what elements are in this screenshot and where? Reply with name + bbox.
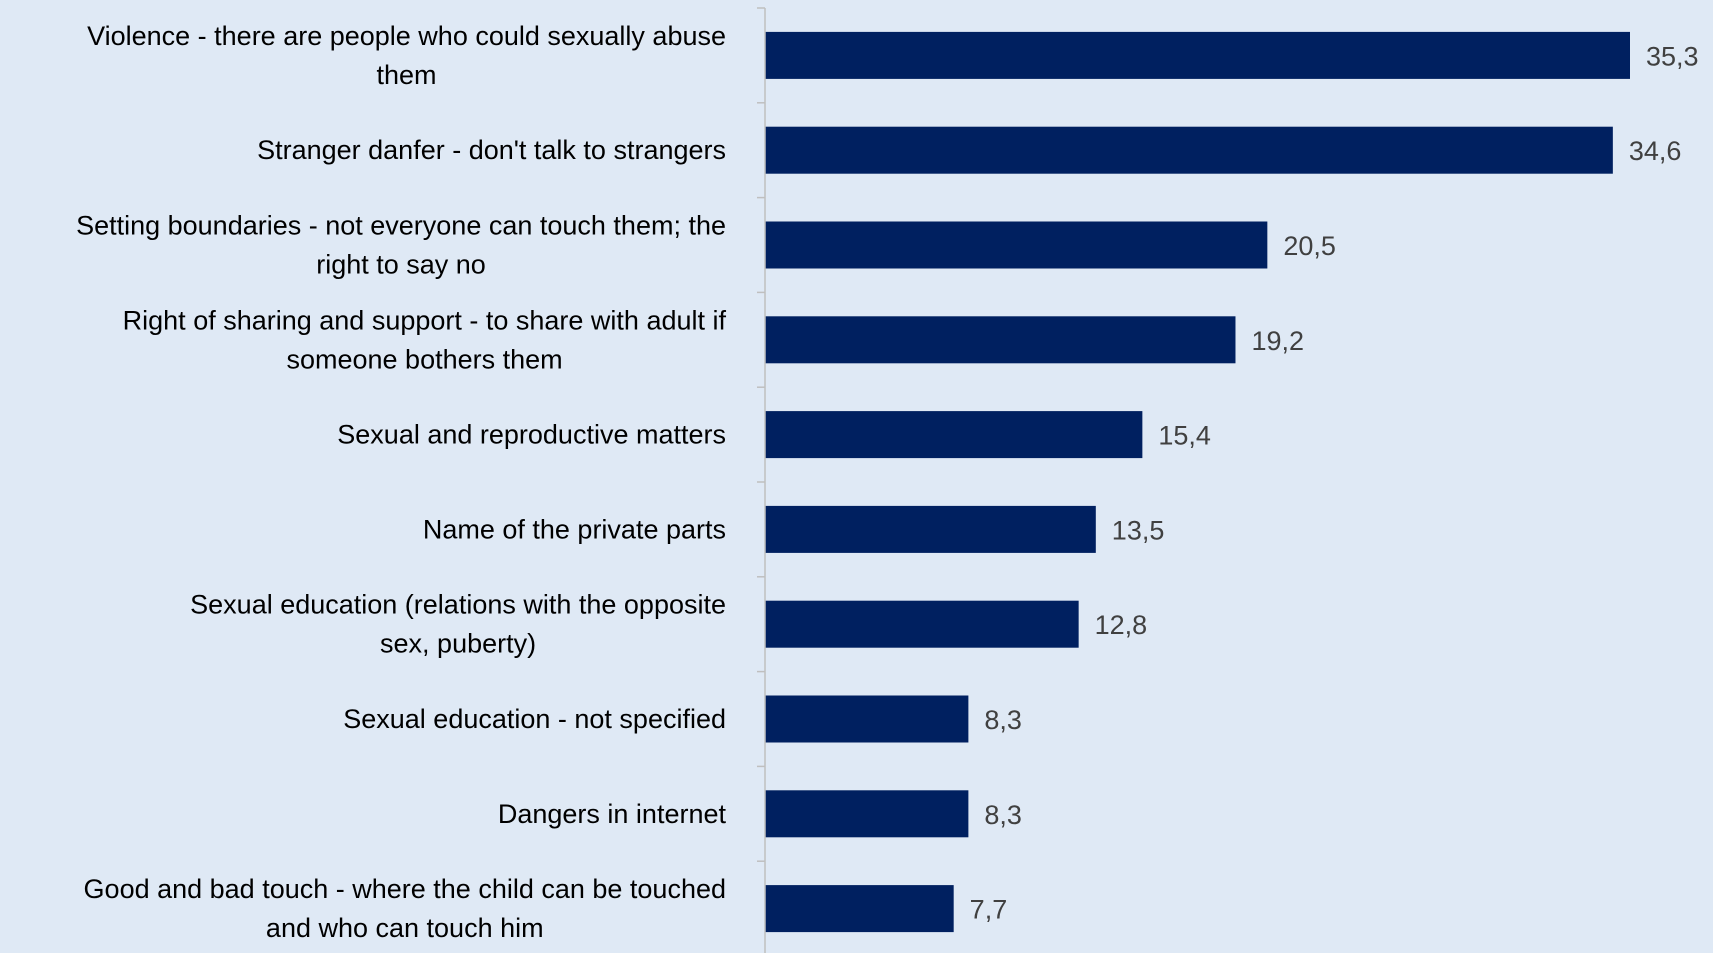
bar-value-label: 20,5 (1283, 231, 1336, 261)
value-labels: 35,3 34,6 20,5 19,2 15,4 13,5 12,8 8,3 8,3 7,7 (970, 41, 1699, 924)
bar-value-label: 7,7 (970, 895, 1008, 925)
bars-layer (765, 31, 1630, 933)
bar (765, 885, 954, 933)
category-label-line: Right of sharing and support - to share … (123, 305, 727, 335)
category-labels: Violence - there are people who could se… (76, 21, 726, 943)
bar-value-label: 15,4 (1158, 421, 1211, 451)
category-label: Dangers in internet (498, 799, 727, 829)
bar (765, 411, 1143, 459)
bar-value-label: 13,5 (1112, 515, 1165, 545)
bar-value-label: 35,3 (1646, 41, 1699, 71)
bar-value-label: 12,8 (1095, 610, 1148, 640)
bar (765, 695, 969, 743)
bar-value-label: 8,3 (984, 705, 1022, 735)
category-label-line: sex, puberty) (380, 629, 536, 659)
category-label: Name of the private parts (423, 514, 726, 544)
category-label-line: Sexual education (relations with the opp… (190, 590, 726, 620)
bar (765, 221, 1268, 269)
category-label: Setting boundaries - not everyone can to… (76, 211, 726, 280)
category-axis (757, 7, 766, 953)
category-label-line: someone bothers them (286, 344, 562, 374)
bar-value-label: 34,6 (1629, 136, 1682, 166)
category-label-line: right to say no (316, 250, 486, 280)
category-label: Stranger danfer - don't talk to stranger… (257, 135, 726, 165)
bar (765, 600, 1079, 648)
category-label: Right of sharing and support - to share … (123, 305, 727, 374)
bar-value-label: 19,2 (1251, 326, 1304, 356)
bar (765, 126, 1613, 174)
category-label: Good and bad touch - where the child can… (84, 874, 726, 943)
category-label: Sexual and reproductive matters (337, 420, 726, 450)
category-label-line: and who can touch him (266, 913, 544, 943)
bar (765, 790, 969, 838)
category-label: Violence - there are people who could se… (87, 21, 726, 90)
category-label-line: Good and bad touch - where the child can… (84, 874, 726, 904)
category-label: Sexual education (relations with the opp… (190, 590, 726, 659)
bar-value-label: 8,3 (984, 800, 1022, 830)
bar (765, 31, 1630, 79)
category-label-line: Violence - there are people who could se… (87, 21, 726, 51)
category-label: Sexual education - not specified (343, 704, 726, 734)
bar (765, 505, 1096, 553)
category-label-line: Setting boundaries - not everyone can to… (76, 211, 726, 241)
category-label-line: them (377, 60, 437, 90)
bar (765, 316, 1236, 364)
